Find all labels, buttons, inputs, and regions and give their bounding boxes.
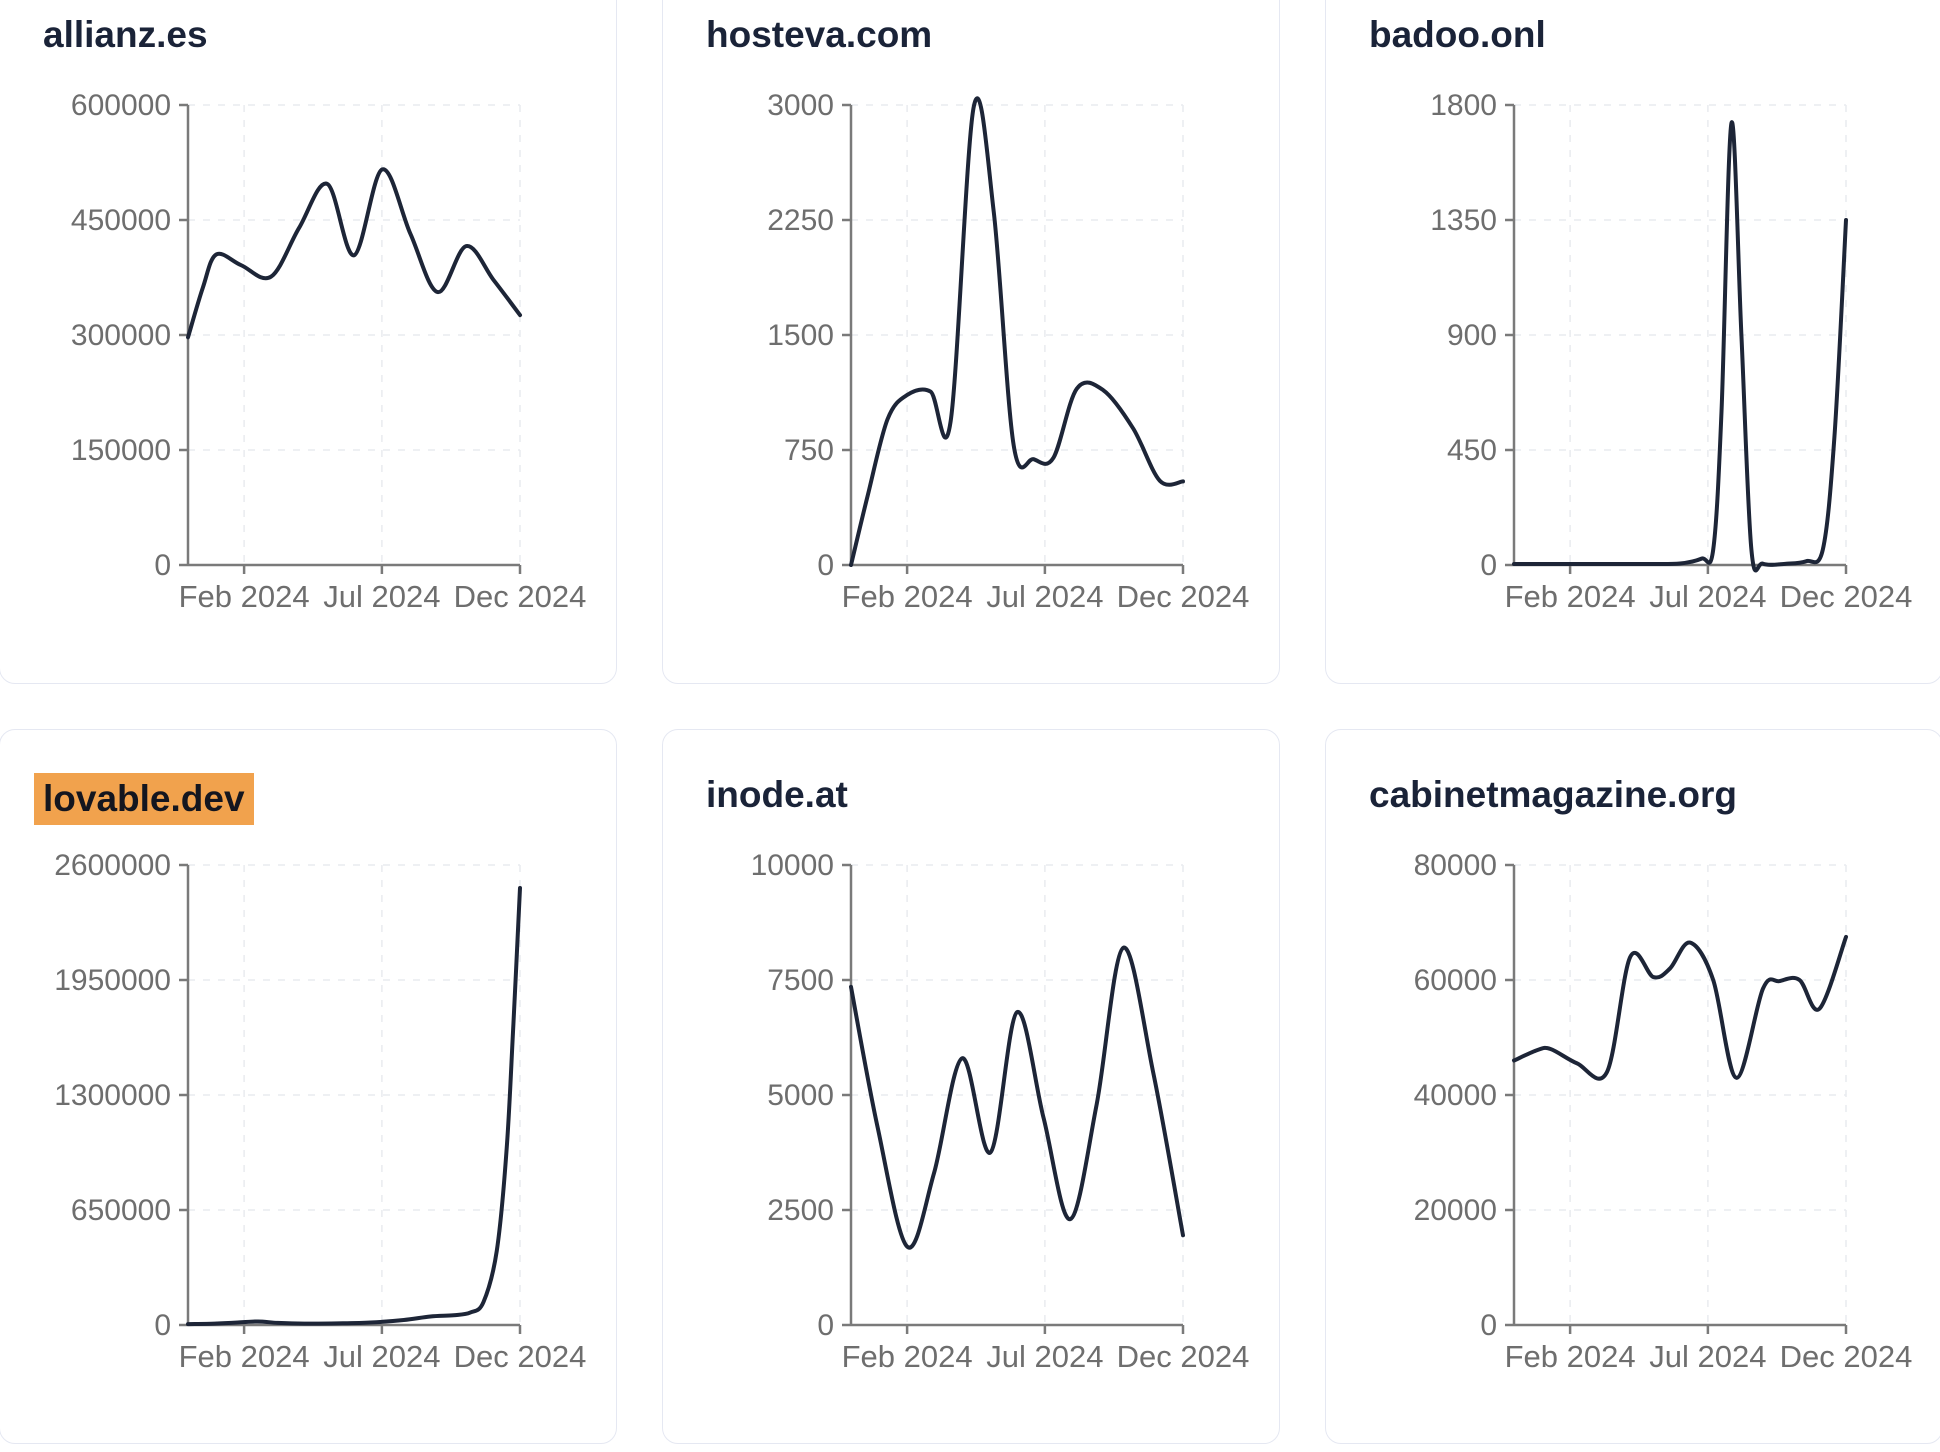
y-tick-label: 2600000: [54, 849, 171, 882]
chart-card[interactable]: lovable.dev 2600000 1950000 1300000 650000 0…: [0, 729, 617, 1444]
x-tick-label: Feb 2024: [1505, 579, 1636, 614]
x-tick-label: Feb 2024: [842, 1339, 973, 1374]
traffic-line: [186, 886, 522, 1327]
y-tick-label: 450000: [71, 204, 171, 237]
y-tick-label: 5000: [767, 1079, 834, 1112]
x-tick-label: Dec 2024: [1780, 579, 1913, 614]
y-tick-label: 0: [154, 1309, 171, 1342]
x-tick-label: Dec 2024: [1117, 579, 1250, 614]
y-tick-label: 80000: [1414, 849, 1497, 882]
y-tick-label: 40000: [1414, 1079, 1497, 1112]
x-tick-label: Jul 2024: [323, 579, 440, 614]
y-tick-label: 0: [1480, 1309, 1497, 1342]
x-tick-label: Feb 2024: [842, 579, 973, 614]
traffic-line: [849, 945, 1185, 1250]
traffic-line: [1512, 120, 1848, 573]
y-tick-label: 750: [784, 434, 834, 467]
y-tick-label: 20000: [1414, 1194, 1497, 1227]
y-tick-label: 900: [1447, 319, 1497, 352]
y-tick-label: 2500: [767, 1194, 834, 1227]
x-tick-label: Jul 2024: [323, 1339, 440, 1374]
x-tick-label: Feb 2024: [1505, 1339, 1636, 1374]
x-tick-label: Feb 2024: [179, 1339, 310, 1374]
card-title: lovable.dev: [34, 773, 616, 826]
card-title: inode.at: [706, 773, 1279, 817]
x-tick-label: Dec 2024: [1117, 1339, 1250, 1374]
x-tick-label: Feb 2024: [179, 579, 310, 614]
x-tick-label: Dec 2024: [454, 1339, 587, 1374]
y-tick-label: 10000: [751, 849, 834, 882]
card-title: badoo.onl: [1369, 13, 1940, 57]
chart-card[interactable]: allianz.es 600000 450000 300000 150000 0 Feb …: [0, 0, 617, 684]
traffic-line: [849, 96, 1185, 567]
traffic-line: [186, 167, 522, 340]
x-tick-label: Jul 2024: [986, 1339, 1103, 1374]
y-tick-label: 650000: [71, 1194, 171, 1227]
domain-title-text: inode.at: [706, 774, 848, 815]
domain-title-text: allianz.es: [43, 14, 208, 55]
domain-title-text: badoo.onl: [1369, 14, 1546, 55]
chart-card[interactable]: badoo.onl 1800 1350 900 450 0 Feb 2024 Jul 202…: [1325, 0, 1940, 684]
y-tick-label: 1350: [1430, 204, 1497, 237]
y-tick-label: 60000: [1414, 964, 1497, 997]
y-tick-label: 1950000: [54, 964, 171, 997]
x-tick-label: Jul 2024: [1649, 1339, 1766, 1374]
domain-title-text: hosteva.com: [706, 14, 933, 55]
y-tick-label: 3000: [767, 89, 834, 122]
domain-title-text: lovable.dev: [34, 773, 254, 826]
y-tick-label: 0: [1480, 549, 1497, 582]
card-title: allianz.es: [43, 13, 616, 57]
y-tick-label: 1500: [767, 319, 834, 352]
chart-card[interactable]: inode.at 10000 7500 5000 2500 0 Feb 2024 Jul 2…: [662, 729, 1280, 1444]
y-tick-label: 2250: [767, 204, 834, 237]
y-tick-label: 0: [817, 1309, 834, 1342]
y-tick-label: 1800: [1430, 89, 1497, 122]
x-tick-label: Dec 2024: [1780, 1339, 1913, 1374]
x-tick-label: Jul 2024: [986, 579, 1103, 614]
card-title: hosteva.com: [706, 13, 1279, 57]
domain-title-text: cabinetmagazine.org: [1369, 774, 1738, 815]
y-tick-label: 7500: [767, 964, 834, 997]
x-tick-label: Dec 2024: [454, 579, 587, 614]
chart-card[interactable]: cabinetmagazine.org 80000 60000 40000 20000…: [1325, 729, 1940, 1444]
y-tick-label: 0: [817, 549, 834, 582]
y-tick-label: 600000: [71, 89, 171, 122]
chart-card[interactable]: hosteva.com 3000 2250 1500 750 0 Feb 2024 Jul …: [662, 0, 1280, 684]
x-tick-label: Jul 2024: [1649, 579, 1766, 614]
y-tick-label: 300000: [71, 319, 171, 352]
y-tick-label: 450: [1447, 434, 1497, 467]
y-tick-label: 150000: [71, 434, 171, 467]
y-tick-label: 0: [154, 549, 171, 582]
card-title: cabinetmagazine.org: [1369, 773, 1940, 817]
traffic-line: [1512, 934, 1848, 1081]
y-tick-label: 1300000: [54, 1079, 171, 1112]
